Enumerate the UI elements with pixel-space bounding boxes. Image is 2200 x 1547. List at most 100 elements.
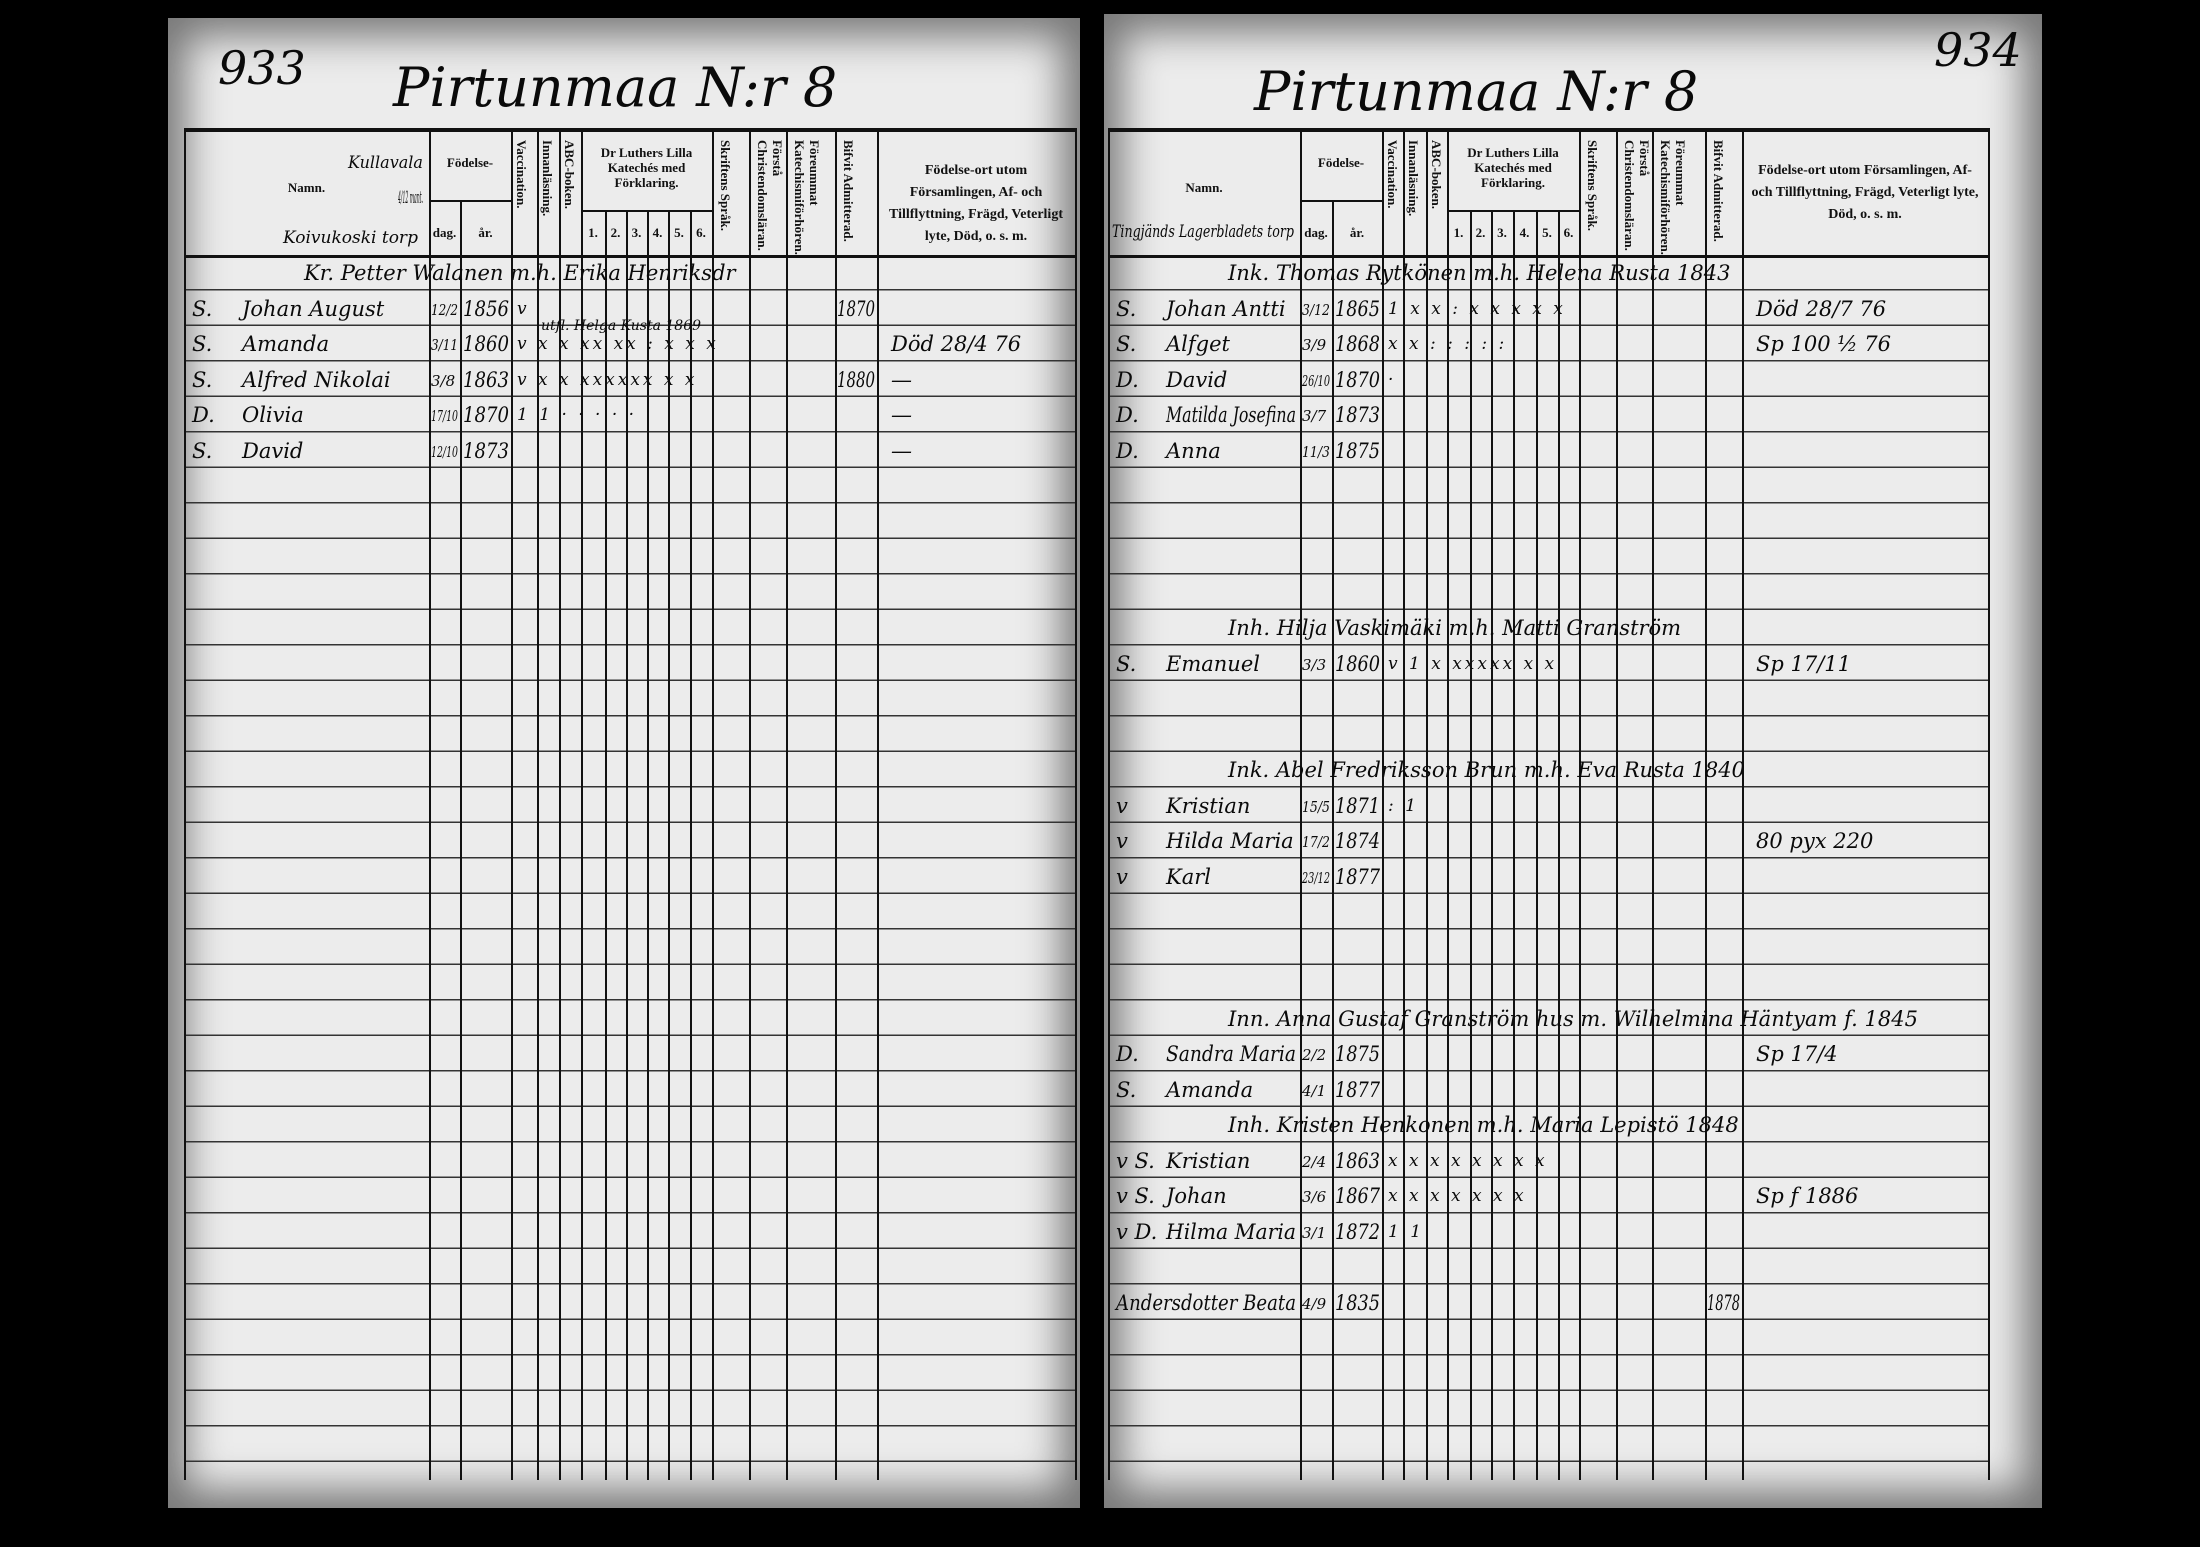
member-birth-day: 3/1 bbox=[1302, 1223, 1327, 1242]
column-rule bbox=[581, 128, 583, 1480]
member-marks: : 1 bbox=[1388, 795, 1419, 816]
member-birth-year: 1877 bbox=[1335, 864, 1381, 889]
member-remark: — bbox=[891, 403, 912, 427]
header-admitted: Bifvit Admitterad. bbox=[841, 140, 856, 242]
member-birth-year: 1874 bbox=[1335, 829, 1381, 853]
member-relation: S. bbox=[1116, 1077, 1137, 1102]
member-birth-year: 1867 bbox=[1335, 1184, 1381, 1208]
member-name: Kristian bbox=[1166, 1148, 1251, 1173]
right-page: 934 Pirtunmaa N:r 8 Tingjänds Lagerbladets… bbox=[1104, 14, 2042, 1508]
row-rules bbox=[1108, 255, 1988, 1480]
member-remark: Sp 100 ½ 76 bbox=[1756, 332, 1892, 356]
member-relation: D. bbox=[1116, 367, 1139, 392]
column-rule bbox=[786, 128, 788, 1480]
household-note: utfl. Helga Kusta 1869 bbox=[541, 318, 702, 334]
member-birth-year: 1877 bbox=[1335, 1077, 1381, 1102]
member-name: Emanuel bbox=[1166, 651, 1260, 676]
column-rule bbox=[605, 210, 607, 1480]
column-rule bbox=[1403, 128, 1405, 1480]
column-rule bbox=[668, 210, 670, 1480]
member-name: Hilda Maria bbox=[1166, 829, 1294, 853]
member-name: Johan Antti bbox=[1166, 296, 1286, 321]
header-day: dag. bbox=[432, 225, 457, 240]
member-birth-day: 3/7 bbox=[1302, 407, 1327, 425]
member-relation: D. bbox=[192, 403, 215, 427]
member-marks: x x x x x x x bbox=[1388, 1186, 1527, 1206]
column-rule bbox=[1558, 210, 1560, 1480]
corner-note: 4/12 mant. bbox=[398, 188, 424, 208]
page-number: 934 bbox=[1934, 23, 2022, 77]
page-title: Pirtunmaa N:r 8 bbox=[393, 56, 838, 119]
header-remarks: Födelse-ort utom Församlingen, Af- och T… bbox=[889, 163, 1063, 244]
header-catechism-part: 2. bbox=[1475, 225, 1486, 240]
member-birth-year: 1875 bbox=[1335, 438, 1381, 463]
member-marks: · bbox=[1388, 369, 1397, 390]
birth-subrule bbox=[429, 200, 511, 202]
member-birth-day: 3/12 bbox=[1302, 300, 1330, 319]
header-catechism: Dr Luthers Lilla Katechés med Förklaring… bbox=[600, 145, 693, 190]
member-marks: v x x xxxxxx x x bbox=[517, 369, 698, 390]
member-birth-year: 1865 bbox=[1335, 296, 1381, 321]
header-day: dag. bbox=[1304, 225, 1328, 240]
member-relation: v bbox=[1116, 829, 1128, 853]
member-relation: v bbox=[1116, 793, 1128, 818]
header-vaccination: Vaccination. bbox=[514, 140, 529, 209]
header-scripture: Skriftens Språk. bbox=[1585, 140, 1600, 232]
member-name: Amanda bbox=[242, 332, 330, 356]
member-relation: S. bbox=[1116, 651, 1137, 676]
member-birth-year: 1872 bbox=[1335, 1219, 1381, 1244]
member-birth-day: 3/6 bbox=[1302, 1188, 1327, 1206]
member-marks: x x x x x x x x bbox=[1388, 1150, 1548, 1171]
member-relation: v D. bbox=[1116, 1219, 1158, 1244]
member-birth-day: 23/12 bbox=[1302, 868, 1331, 887]
column-rule bbox=[1470, 210, 1472, 1480]
member-birth-day: 4/9 bbox=[1302, 1294, 1327, 1313]
column-rule bbox=[1300, 128, 1302, 1480]
member-birth-year: 1870 bbox=[1335, 367, 1381, 392]
member-relation: v S. bbox=[1116, 1148, 1155, 1173]
member-name: Olivia bbox=[242, 403, 304, 427]
column-rule bbox=[712, 128, 714, 1480]
member-birth-day: 11/3 bbox=[1302, 442, 1330, 461]
member-remark: Sp 17/4 bbox=[1756, 1042, 1838, 1066]
member-birth-day: 3/9 bbox=[1302, 336, 1327, 354]
member-birth-year: 1873 bbox=[463, 438, 510, 463]
member-birth-day: 2/4 bbox=[1302, 1152, 1327, 1171]
page-title: Pirtunmaa N:r 8 bbox=[1254, 60, 1699, 123]
header-catechism-part: 5. bbox=[674, 225, 684, 240]
column-rule bbox=[1988, 128, 1990, 1480]
household-head: Ink. Thomas Rytkönen m.h. Helena Rusta 1… bbox=[1228, 261, 1731, 285]
member-relation: D. bbox=[1116, 438, 1139, 463]
column-rule bbox=[1652, 128, 1654, 1480]
header-catechism-part: 1. bbox=[588, 225, 598, 240]
member-birth-day: 3/8 bbox=[431, 371, 456, 390]
member-name: Johan August bbox=[242, 296, 385, 321]
header-doctrine: Förstå Christendomsläran. bbox=[1622, 140, 1652, 251]
header-catechism-part: 6. bbox=[1563, 225, 1574, 240]
member-relation: v bbox=[1116, 864, 1128, 889]
member-birth-year: 1860 bbox=[1335, 651, 1381, 676]
header-admitted: Bifvit Admitterad. bbox=[1711, 140, 1726, 242]
header-name: Namn. bbox=[1185, 180, 1223, 195]
member-name: David bbox=[1166, 367, 1228, 392]
member-remark: Död 28/4 76 bbox=[891, 332, 1022, 356]
member-marks: 1 1 · · · · · bbox=[517, 405, 638, 425]
column-rule bbox=[429, 128, 431, 1480]
column-rule bbox=[1705, 128, 1707, 1480]
column-rule bbox=[1491, 210, 1493, 1480]
column-rule bbox=[647, 210, 649, 1480]
header-abc: ABC-boken. bbox=[1429, 140, 1444, 209]
member-birth-year: 1863 bbox=[463, 367, 510, 392]
member-birth-day: 17/2 bbox=[1302, 833, 1330, 851]
header-reading: Innanläsning. bbox=[1406, 140, 1421, 217]
header-hearings: Föreummat Katechismiförhören. bbox=[792, 140, 822, 255]
member-remark: — bbox=[891, 367, 912, 392]
member-birth-year: 1863 bbox=[1335, 1148, 1381, 1173]
header-catechism-part: 5. bbox=[1542, 225, 1552, 240]
header-catechism-part: 6. bbox=[696, 225, 706, 240]
member-relation: D. bbox=[1116, 1042, 1139, 1066]
header-doctrine: Förstå Christendomsläran. bbox=[755, 140, 785, 251]
member-birth-year: 1871 bbox=[1335, 793, 1381, 818]
header-birth: Födelse- bbox=[446, 155, 494, 170]
household-head: Kr. Petter Walanen m.h. Erika Henriksdr bbox=[304, 261, 736, 285]
